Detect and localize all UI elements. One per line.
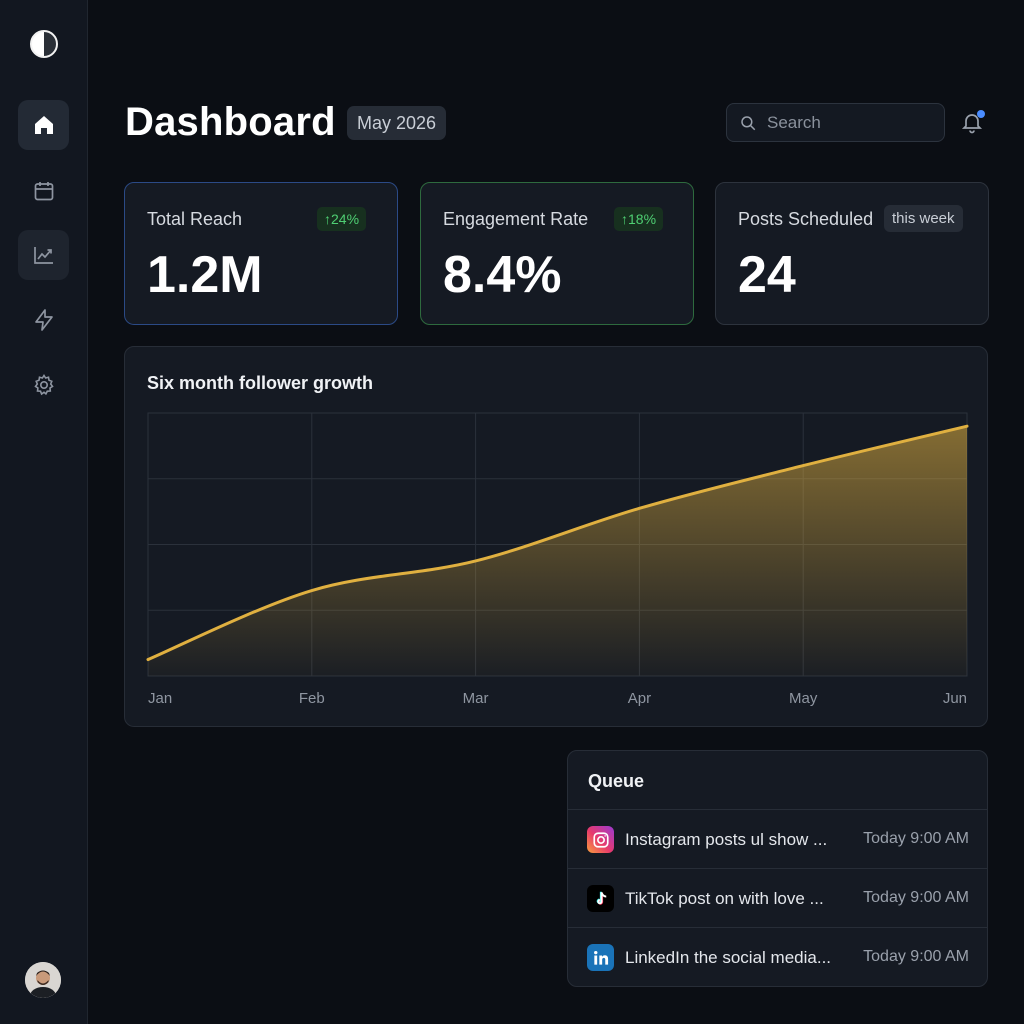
x-tick-label: Jun bbox=[943, 690, 967, 707]
notifications-button[interactable] bbox=[960, 110, 988, 138]
sidebar-item-automations[interactable] bbox=[18, 295, 69, 345]
search-input[interactable] bbox=[767, 112, 927, 133]
instagram-icon bbox=[587, 826, 614, 853]
queue-item-time: Today 9:00 AM bbox=[863, 948, 969, 965]
delta-badge: ↑18% bbox=[614, 207, 664, 231]
x-tick-label: May bbox=[789, 690, 818, 707]
queue-item-text: TikTok post on with love ... bbox=[625, 889, 824, 908]
stat-card-engagement-rate[interactable]: Engagement Rate ↑18% 8.4% bbox=[420, 182, 694, 325]
page-title: Dashboard bbox=[125, 100, 336, 144]
stat-value: 1.2M bbox=[147, 246, 263, 304]
period-badge: this week bbox=[884, 205, 963, 232]
stat-label: Posts Scheduled bbox=[738, 209, 874, 229]
series-area bbox=[148, 426, 967, 676]
stat-value: 24 bbox=[738, 246, 796, 304]
chart-line-icon bbox=[33, 247, 53, 264]
delta-badge: ↑24% bbox=[317, 207, 367, 231]
queue-item-linkedin[interactable]: LinkedIn the social media... Today 9:00 … bbox=[568, 927, 987, 986]
queue-title: Queue bbox=[588, 771, 645, 791]
sidebar-item-analytics[interactable] bbox=[18, 230, 69, 280]
queue-item-time: Today 9:00 AM bbox=[863, 889, 969, 906]
search-icon bbox=[741, 115, 756, 130]
sidebar-item-calendar[interactable] bbox=[18, 166, 69, 216]
x-tick-label: Mar bbox=[463, 690, 489, 707]
calendar-icon bbox=[34, 182, 53, 201]
chart-title: Six month follower growth bbox=[147, 373, 373, 393]
avatar[interactable] bbox=[25, 962, 61, 998]
x-tick-label: Feb bbox=[299, 690, 325, 707]
queue-item-instagram[interactable]: Instagram posts ul show ... Today 9:00 A… bbox=[568, 809, 987, 868]
home-icon bbox=[34, 116, 53, 134]
tiktok-icon bbox=[587, 885, 614, 912]
date-badge[interactable]: May 2026 bbox=[347, 106, 447, 140]
queue-item-tiktok[interactable]: TikTok post on with love ... Today 9:00 … bbox=[568, 868, 987, 927]
x-tick-label: Apr bbox=[628, 690, 651, 707]
notification-dot bbox=[977, 110, 985, 118]
linkedin-icon bbox=[587, 944, 614, 971]
stat-card-posts-scheduled[interactable]: Posts Scheduled this week 24 bbox=[715, 182, 989, 325]
user-avatar-icon bbox=[25, 962, 61, 998]
queue-item-time: Today 9:00 AM bbox=[863, 830, 969, 847]
stat-value: 8.4% bbox=[443, 246, 562, 304]
bell-icon bbox=[961, 114, 983, 134]
series-line bbox=[146, 424, 969, 662]
chart-canvas: Jan Feb Mar Apr May Jun bbox=[146, 412, 969, 707]
stat-label: Total Reach bbox=[147, 209, 243, 229]
x-tick-label: Jan bbox=[148, 690, 172, 707]
sidebar-item-home[interactable] bbox=[18, 100, 69, 150]
gear-icon bbox=[33, 374, 54, 396]
follower-growth-chart: Six month follower growth Jan Feb Mar Apr Ma… bbox=[124, 346, 988, 727]
queue-panel: Queue Instagram posts ul show ... Today … bbox=[567, 750, 988, 987]
queue-item-text: LinkedIn the social media... bbox=[625, 948, 832, 967]
sidebar bbox=[0, 0, 88, 1024]
stat-label: Engagement Rate bbox=[443, 209, 589, 229]
queue-item-text: Instagram posts ul show ... bbox=[625, 830, 828, 849]
search-box[interactable] bbox=[726, 103, 945, 142]
logo[interactable] bbox=[30, 30, 58, 58]
sidebar-item-settings[interactable] bbox=[18, 360, 69, 410]
lightning-icon bbox=[34, 309, 53, 331]
stat-card-total-reach[interactable]: Total Reach ↑24% 1.2M bbox=[124, 182, 398, 325]
